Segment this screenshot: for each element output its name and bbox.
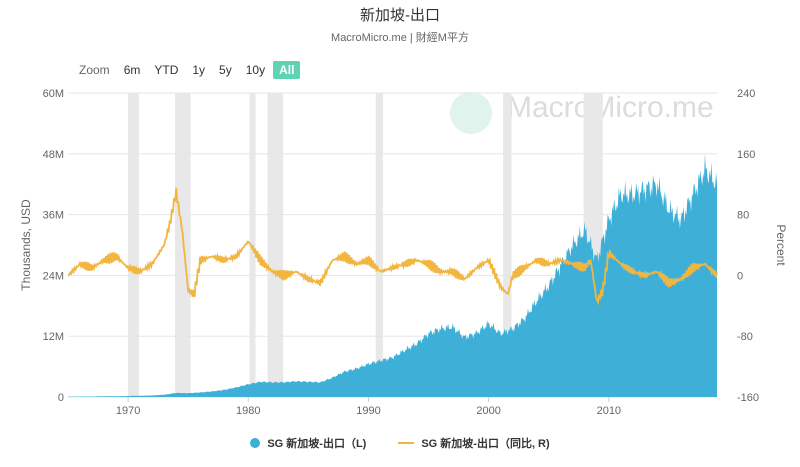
x-tick-label: 1980 <box>236 405 260 417</box>
recession-band <box>128 93 139 397</box>
y-right-tick-label: -80 <box>737 331 753 343</box>
zoom-ytd-button[interactable]: YTD <box>154 63 179 77</box>
y-left-tick-label: 0 <box>58 392 64 404</box>
x-tick-label: 1970 <box>116 405 140 417</box>
x-tick-label: 1990 <box>356 405 380 417</box>
zoom-6m-button[interactable]: 6m <box>123 63 141 77</box>
zoom-5y-button[interactable]: 5y <box>219 63 232 77</box>
zoom-bar: Zoom 6m YTD 1y 5y 10y All <box>79 59 302 81</box>
chart-title: 新加坡-出口 <box>360 7 440 24</box>
y-right-tick-label: -160 <box>737 392 759 404</box>
legend-dot-icon <box>250 438 261 448</box>
zoom-1y-button[interactable]: 1y <box>192 63 206 77</box>
y-left-tick-label: 12M <box>43 331 64 343</box>
legend: SG 新加坡-出口（L) SG 新加坡-出口（同比, R) <box>0 435 800 451</box>
y-left-axis-title: Thousands, USD <box>19 199 33 291</box>
y-right-axis-title: Percent <box>774 224 788 266</box>
y-right-tick-label: 80 <box>737 210 749 222</box>
chart-subtitle: MacroMicro.me | 財經M平方 <box>331 32 469 44</box>
y-right-tick-label: 0 <box>737 270 743 282</box>
y-right-tick-label: 240 <box>737 88 755 100</box>
yoy-line-series <box>67 187 718 306</box>
y-left-tick-label: 60M <box>43 88 64 100</box>
zoom-all-button[interactable]: All <box>273 61 301 79</box>
zoom-label: Zoom <box>79 63 110 77</box>
macromicro-logo-icon <box>450 92 492 134</box>
exports-area-series <box>68 154 717 397</box>
x-tick-label: 2010 <box>597 405 621 417</box>
legend-line-icon <box>398 442 415 444</box>
legend-label-exports: SG 新加坡-出口（L) <box>267 438 367 450</box>
recession-band <box>249 93 256 397</box>
recession-band <box>267 93 284 397</box>
legend-item-yoy[interactable]: SG 新加坡-出口（同比, R) <box>398 435 550 451</box>
zoom-10y-button[interactable]: 10y <box>245 63 266 77</box>
legend-label-yoy: SG 新加坡-出口（同比, R) <box>421 438 550 450</box>
x-tick-label: 2000 <box>476 405 500 417</box>
y-left-tick-label: 48M <box>43 149 64 161</box>
recession-band <box>503 93 512 397</box>
legend-item-exports[interactable]: SG 新加坡-出口（L) <box>250 435 366 451</box>
watermark-text: MacroMicro.me <box>507 91 714 124</box>
y-left-tick-label: 36M <box>43 210 64 222</box>
y-right-tick-label: 160 <box>737 149 755 161</box>
y-left-tick-label: 24M <box>43 270 64 282</box>
recession-band <box>375 93 383 397</box>
